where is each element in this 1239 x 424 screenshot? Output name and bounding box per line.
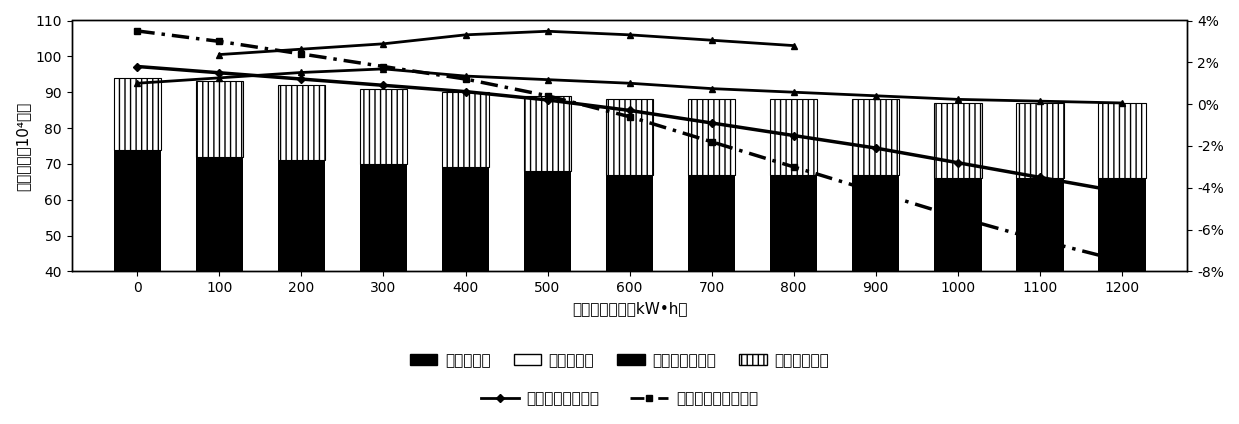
Bar xyxy=(688,175,736,415)
Bar xyxy=(934,178,981,415)
Bar xyxy=(196,157,243,415)
X-axis label: 储能系统容量（kW•h）: 储能系统容量（kW•h） xyxy=(572,301,688,316)
Bar xyxy=(852,175,900,415)
Bar xyxy=(196,81,243,157)
Y-axis label: 运行成本（10⁴元）: 运行成本（10⁴元） xyxy=(15,101,30,191)
Bar xyxy=(852,99,900,175)
Bar xyxy=(934,103,981,178)
Bar xyxy=(1098,103,1146,178)
Bar xyxy=(359,89,408,164)
Legend: 年运行成本降低率, 十年运行成本降低率: 年运行成本降低率, 十年运行成本降低率 xyxy=(475,385,764,412)
Legend: 年购电价格, 年购气价格, 年污染治理价格, 储能系统成本: 年购电价格, 年购气价格, 年污染治理价格, 储能系统成本 xyxy=(404,347,835,374)
Bar xyxy=(769,99,818,175)
Bar xyxy=(114,150,161,415)
Bar xyxy=(278,160,326,415)
Bar xyxy=(769,175,818,415)
Bar xyxy=(442,167,489,415)
Bar xyxy=(1016,103,1063,178)
Bar xyxy=(606,175,653,415)
Bar xyxy=(1016,178,1063,415)
Bar xyxy=(606,99,653,175)
Bar xyxy=(524,96,571,171)
Bar xyxy=(359,164,408,415)
Bar xyxy=(524,171,571,415)
Bar xyxy=(278,85,326,160)
Bar xyxy=(442,92,489,167)
Bar xyxy=(688,99,736,175)
Bar xyxy=(1098,178,1146,415)
Bar xyxy=(114,78,161,150)
